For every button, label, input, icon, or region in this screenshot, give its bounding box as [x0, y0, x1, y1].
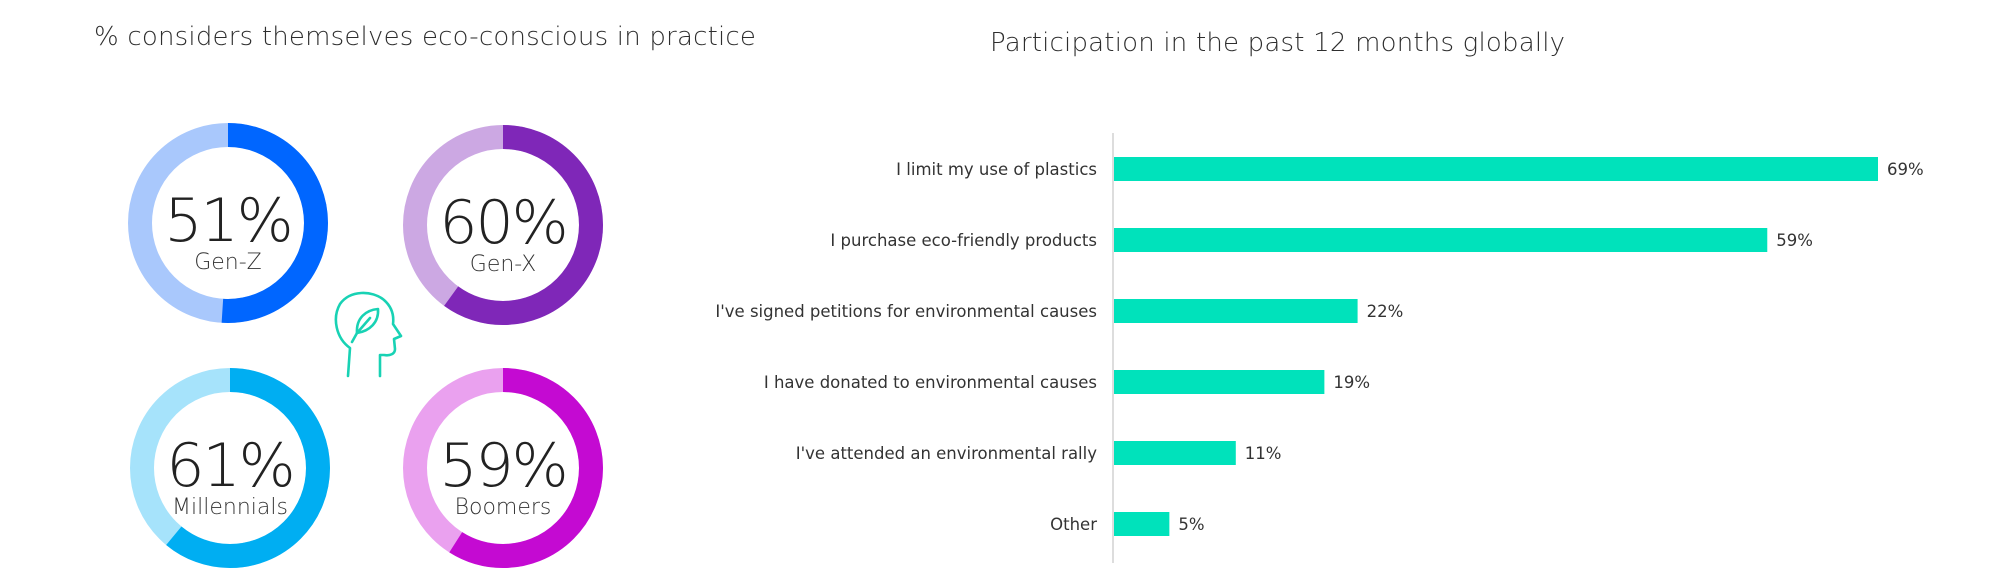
donut-value-label: 60% [439, 188, 566, 258]
bar [1114, 157, 1878, 181]
bar-category-label: I limit my use of plastics [896, 160, 1097, 179]
bar [1114, 441, 1236, 465]
bar-value-label: 19% [1333, 373, 1370, 392]
donut-category-label: Gen-X [470, 252, 536, 277]
bar-value-label: 11% [1245, 444, 1282, 463]
donut-category-label: Boomers [455, 495, 552, 520]
donut-value-label: 61% [166, 431, 293, 501]
left-chart-title: % considers themselves eco-conscious in … [94, 22, 757, 52]
donut-gen-z: 51%Gen-Z [128, 123, 328, 323]
bar-category-label: I have donated to environmental causes [764, 373, 1097, 392]
bar-row: Other 5% [1050, 512, 1205, 536]
donut-value-label: 59% [439, 431, 566, 501]
bar-row: I have donated to environmental causes 19… [764, 370, 1370, 394]
donut-arc-millennials [130, 368, 330, 568]
donut-boomers: 59%Boomers [403, 368, 603, 568]
bar-row: I limit my use of plastics 69% [896, 157, 1924, 181]
right-chart-title: Participation in the past 12 months glob… [990, 28, 1566, 58]
bar [1114, 370, 1325, 394]
bar-row: I've signed petitions for environmental … [715, 299, 1403, 323]
bar-category-label: Other [1050, 515, 1097, 534]
bar-value-label: 22% [1367, 302, 1404, 321]
bar [1114, 299, 1358, 323]
donut-value-label: 51% [164, 186, 291, 256]
bar-category-label: I've signed petitions for environmental … [715, 302, 1097, 321]
donut-category-label: Gen-Z [194, 250, 262, 275]
donut-gen-x: 60%Gen-X [403, 125, 603, 325]
donut-arc-gen-x [403, 125, 603, 325]
donut-millennials: 61%Millennials [130, 368, 330, 568]
bar-category-label: I purchase eco-friendly products [830, 231, 1097, 250]
head-with-leaf-icon [334, 291, 403, 378]
bar-value-label: 69% [1887, 160, 1924, 179]
donut-arc-boomers [403, 368, 603, 568]
donut-category-label: Millennials [172, 495, 288, 520]
bar [1114, 512, 1170, 536]
bar-row: I purchase eco-friendly products 59% [830, 228, 1813, 252]
donut-arc-gen-z [128, 123, 328, 323]
eco-conscious-donut-chart: 51%Gen-Z 60%Gen-X 61%Millennials 59%Boomers [128, 123, 603, 568]
bar-value-label: 59% [1776, 231, 1813, 250]
bar [1114, 228, 1768, 252]
bar-row: I've attended an environmental rally 11% [796, 441, 1282, 465]
bar-value-label: 5% [1178, 515, 1204, 534]
bar-category-label: I've attended an environmental rally [796, 444, 1097, 463]
